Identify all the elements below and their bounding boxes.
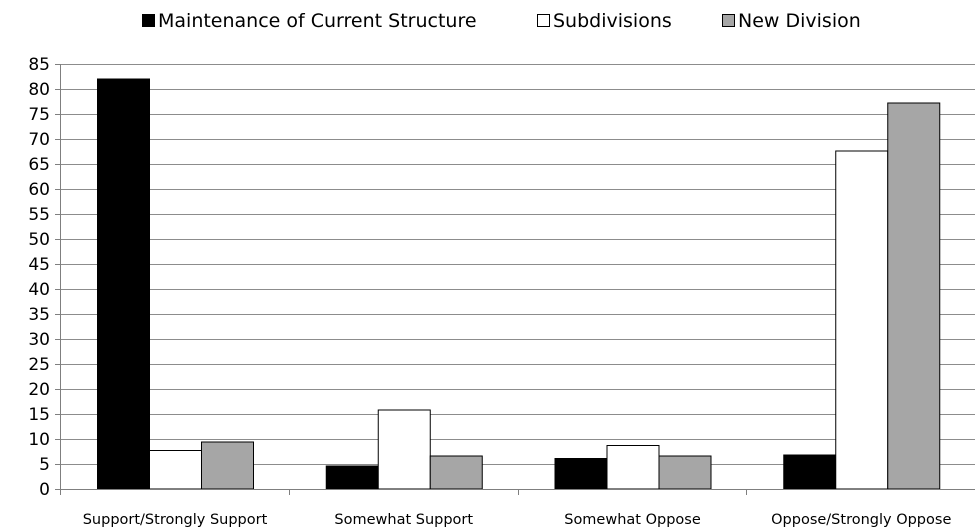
bar-new-division-support-strongly-support (201, 441, 254, 490)
bars (97, 78, 941, 490)
legend-swatch (537, 14, 550, 27)
y-tick-label: 15 (28, 405, 50, 425)
y-tick-label: 20 (28, 380, 50, 400)
bar-subdivisions-somewhat-oppose (606, 445, 660, 490)
y-tick-label: 0 (39, 480, 50, 500)
legend-item: Maintenance of Current Structure (142, 10, 477, 32)
x-tick-label: Support/Strongly Support (83, 512, 268, 528)
y-tick-label: 75 (28, 105, 50, 125)
y-tick-label: 80 (28, 80, 50, 100)
legend-label: New Division (738, 10, 861, 32)
gridlines (60, 64, 975, 465)
y-tick-label: 45 (28, 255, 50, 275)
y-tick-label: 55 (28, 205, 50, 225)
y-tick-label: 25 (28, 355, 50, 375)
x-tick-label: Somewhat Oppose (564, 512, 701, 528)
x-tick-labels: Support/Strongly Support Somewhat Support… (83, 512, 952, 528)
bar-maintenance-of-current-structure-somewhat-oppose (554, 458, 608, 490)
y-tick-labels: 0 5 10 15 20 25 30 35 40 45 50 55 60 65 70 75 80 85 (28, 55, 50, 500)
bar-maintenance-of-current-structure-oppose-strongly-oppose (783, 454, 837, 490)
legend: Maintenance of Current Structure Subdivis… (142, 10, 861, 32)
x-tick-label: Somewhat Support (334, 512, 473, 528)
y-tick-label: 30 (28, 330, 50, 350)
legend-label: Maintenance of Current Structure (158, 10, 477, 32)
y-tick-label: 40 (28, 280, 50, 300)
legend-swatch (722, 14, 735, 27)
y-tick-label: 35 (28, 305, 50, 325)
y-tick-label: 10 (28, 430, 50, 450)
bar-subdivisions-oppose-strongly-oppose (835, 150, 889, 490)
y-tick-label: 5 (39, 455, 50, 475)
axes (55, 64, 975, 495)
legend-item: New Division (722, 10, 861, 32)
y-tick-label: 50 (28, 230, 50, 250)
y-tick-label: 60 (28, 180, 50, 200)
bar-subdivisions-somewhat-support (377, 409, 431, 490)
y-tick-label: 65 (28, 155, 50, 175)
bar-maintenance-of-current-structure-support-strongly-support (97, 78, 150, 490)
bar-new-division-somewhat-oppose (658, 455, 712, 490)
bar-maintenance-of-current-structure-somewhat-support (325, 465, 379, 490)
bar-new-division-oppose-strongly-oppose (887, 102, 941, 490)
legend-swatch (142, 14, 155, 27)
bar-new-division-somewhat-support (429, 455, 483, 490)
legend-label: Subdivisions (553, 10, 672, 32)
x-tick-label: Oppose/Strongly Oppose (771, 512, 951, 528)
bar-subdivisions-support-strongly-support (149, 450, 202, 490)
legend-item: Subdivisions (537, 10, 672, 32)
y-tick-label: 85 (28, 55, 50, 75)
y-tick-label: 70 (28, 130, 50, 150)
